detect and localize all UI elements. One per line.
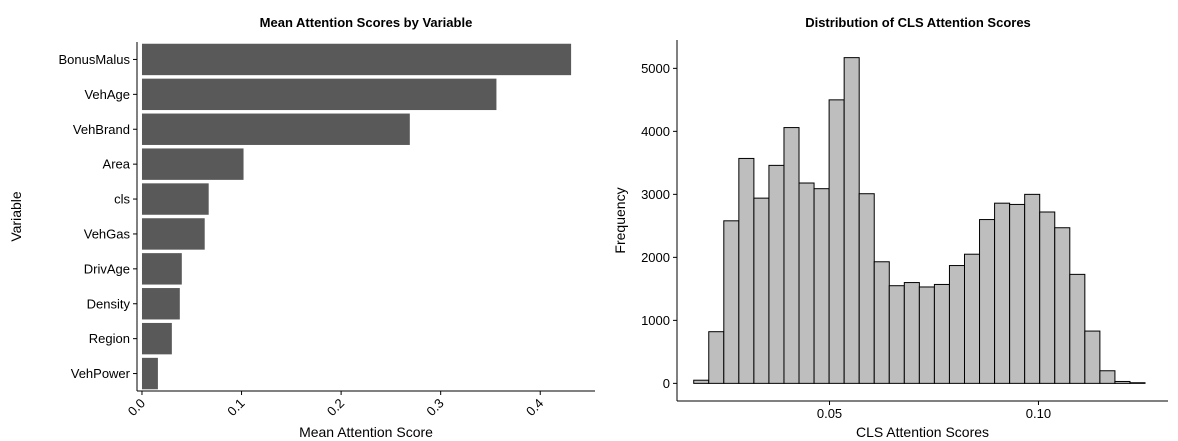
histogram-bin (963, 253, 981, 384)
histogram-bin (1099, 370, 1116, 384)
histogram-bin (1039, 211, 1056, 384)
histogram-bin (979, 219, 996, 384)
histogram-bin (858, 193, 875, 384)
bar-chart-y-axis-title: Variable (8, 191, 24, 242)
histogram-bin (994, 202, 1011, 384)
bar-chart-title: Mean Attention Scores by Variable (260, 15, 473, 30)
histogram-bin (1024, 193, 1041, 384)
histogram-bin (873, 261, 890, 384)
histogram-y-axis-title: Frequency (612, 187, 628, 253)
y-tick-label: Region (89, 331, 130, 346)
x-tick-label: 0.10 (1026, 406, 1051, 421)
y-tick-label: VehGas (84, 226, 131, 241)
histogram-bin (918, 286, 935, 384)
histogram-bin (783, 127, 800, 384)
y-tick-label: Density (87, 296, 131, 311)
bar (141, 148, 244, 180)
attention-bar-chart: Mean Attention Scores by Variable BonusM… (8, 15, 595, 440)
histogram-bin (1069, 273, 1086, 384)
bar (141, 183, 209, 215)
histogram-bin (828, 99, 845, 384)
x-tick-label: 0.2 (324, 396, 347, 419)
y-tick-label: 4000 (641, 124, 670, 139)
y-tick-label: DrivAge (84, 261, 130, 276)
histogram-bin (903, 282, 920, 384)
histogram-bin (768, 164, 785, 384)
y-tick-label: 2000 (641, 250, 670, 265)
x-tick-label: 0.05 (817, 406, 842, 421)
histogram-bin (708, 331, 725, 384)
y-tick-label: BonusMalus (58, 52, 130, 67)
y-tick-label: 5000 (641, 61, 670, 76)
histogram-bin (693, 379, 710, 384)
cls-histogram: Distribution of CLS Attention Scores 0 10… (612, 15, 1168, 440)
histogram-bin (813, 188, 830, 384)
histogram-x-axis-title: CLS Attention Scores (856, 424, 989, 440)
histogram-bin (843, 57, 860, 384)
bar (141, 78, 497, 111)
histogram-bin (738, 157, 755, 384)
bar (141, 113, 410, 145)
histogram-bin (1054, 227, 1071, 384)
bar (141, 253, 182, 285)
histogram-bin (1084, 330, 1101, 384)
y-tick-label: 0 (663, 376, 670, 391)
y-tick-label: cls (114, 192, 130, 207)
histogram-bin (1009, 203, 1026, 384)
histogram-bin (723, 220, 740, 384)
bar (141, 218, 205, 250)
histogram-bin (798, 182, 815, 384)
x-tick-label: 0.4 (523, 396, 546, 419)
histogram-bin (948, 265, 965, 384)
bar (141, 322, 172, 355)
y-tick-label: VehPower (71, 366, 131, 381)
histogram-bin (753, 197, 770, 384)
histogram-bin (1129, 382, 1146, 384)
histogram-bin (888, 285, 905, 384)
bar (141, 43, 572, 76)
y-tick-label: Area (103, 157, 131, 172)
bar (141, 357, 158, 390)
x-tick-label: 0.1 (224, 396, 247, 419)
bar (141, 288, 180, 320)
histogram-bin (1114, 380, 1131, 384)
x-tick-label: 0.3 (423, 396, 446, 419)
bar-chart-x-axis-title: Mean Attention Score (299, 424, 433, 440)
histogram-bin (933, 283, 950, 384)
x-tick-label: 0.0 (125, 396, 148, 419)
y-tick-label: VehAge (84, 87, 130, 102)
y-tick-label: 3000 (641, 187, 670, 202)
histogram-title: Distribution of CLS Attention Scores (805, 15, 1031, 30)
y-tick-label: VehBrand (73, 122, 130, 137)
y-tick-label: 1000 (641, 313, 670, 328)
